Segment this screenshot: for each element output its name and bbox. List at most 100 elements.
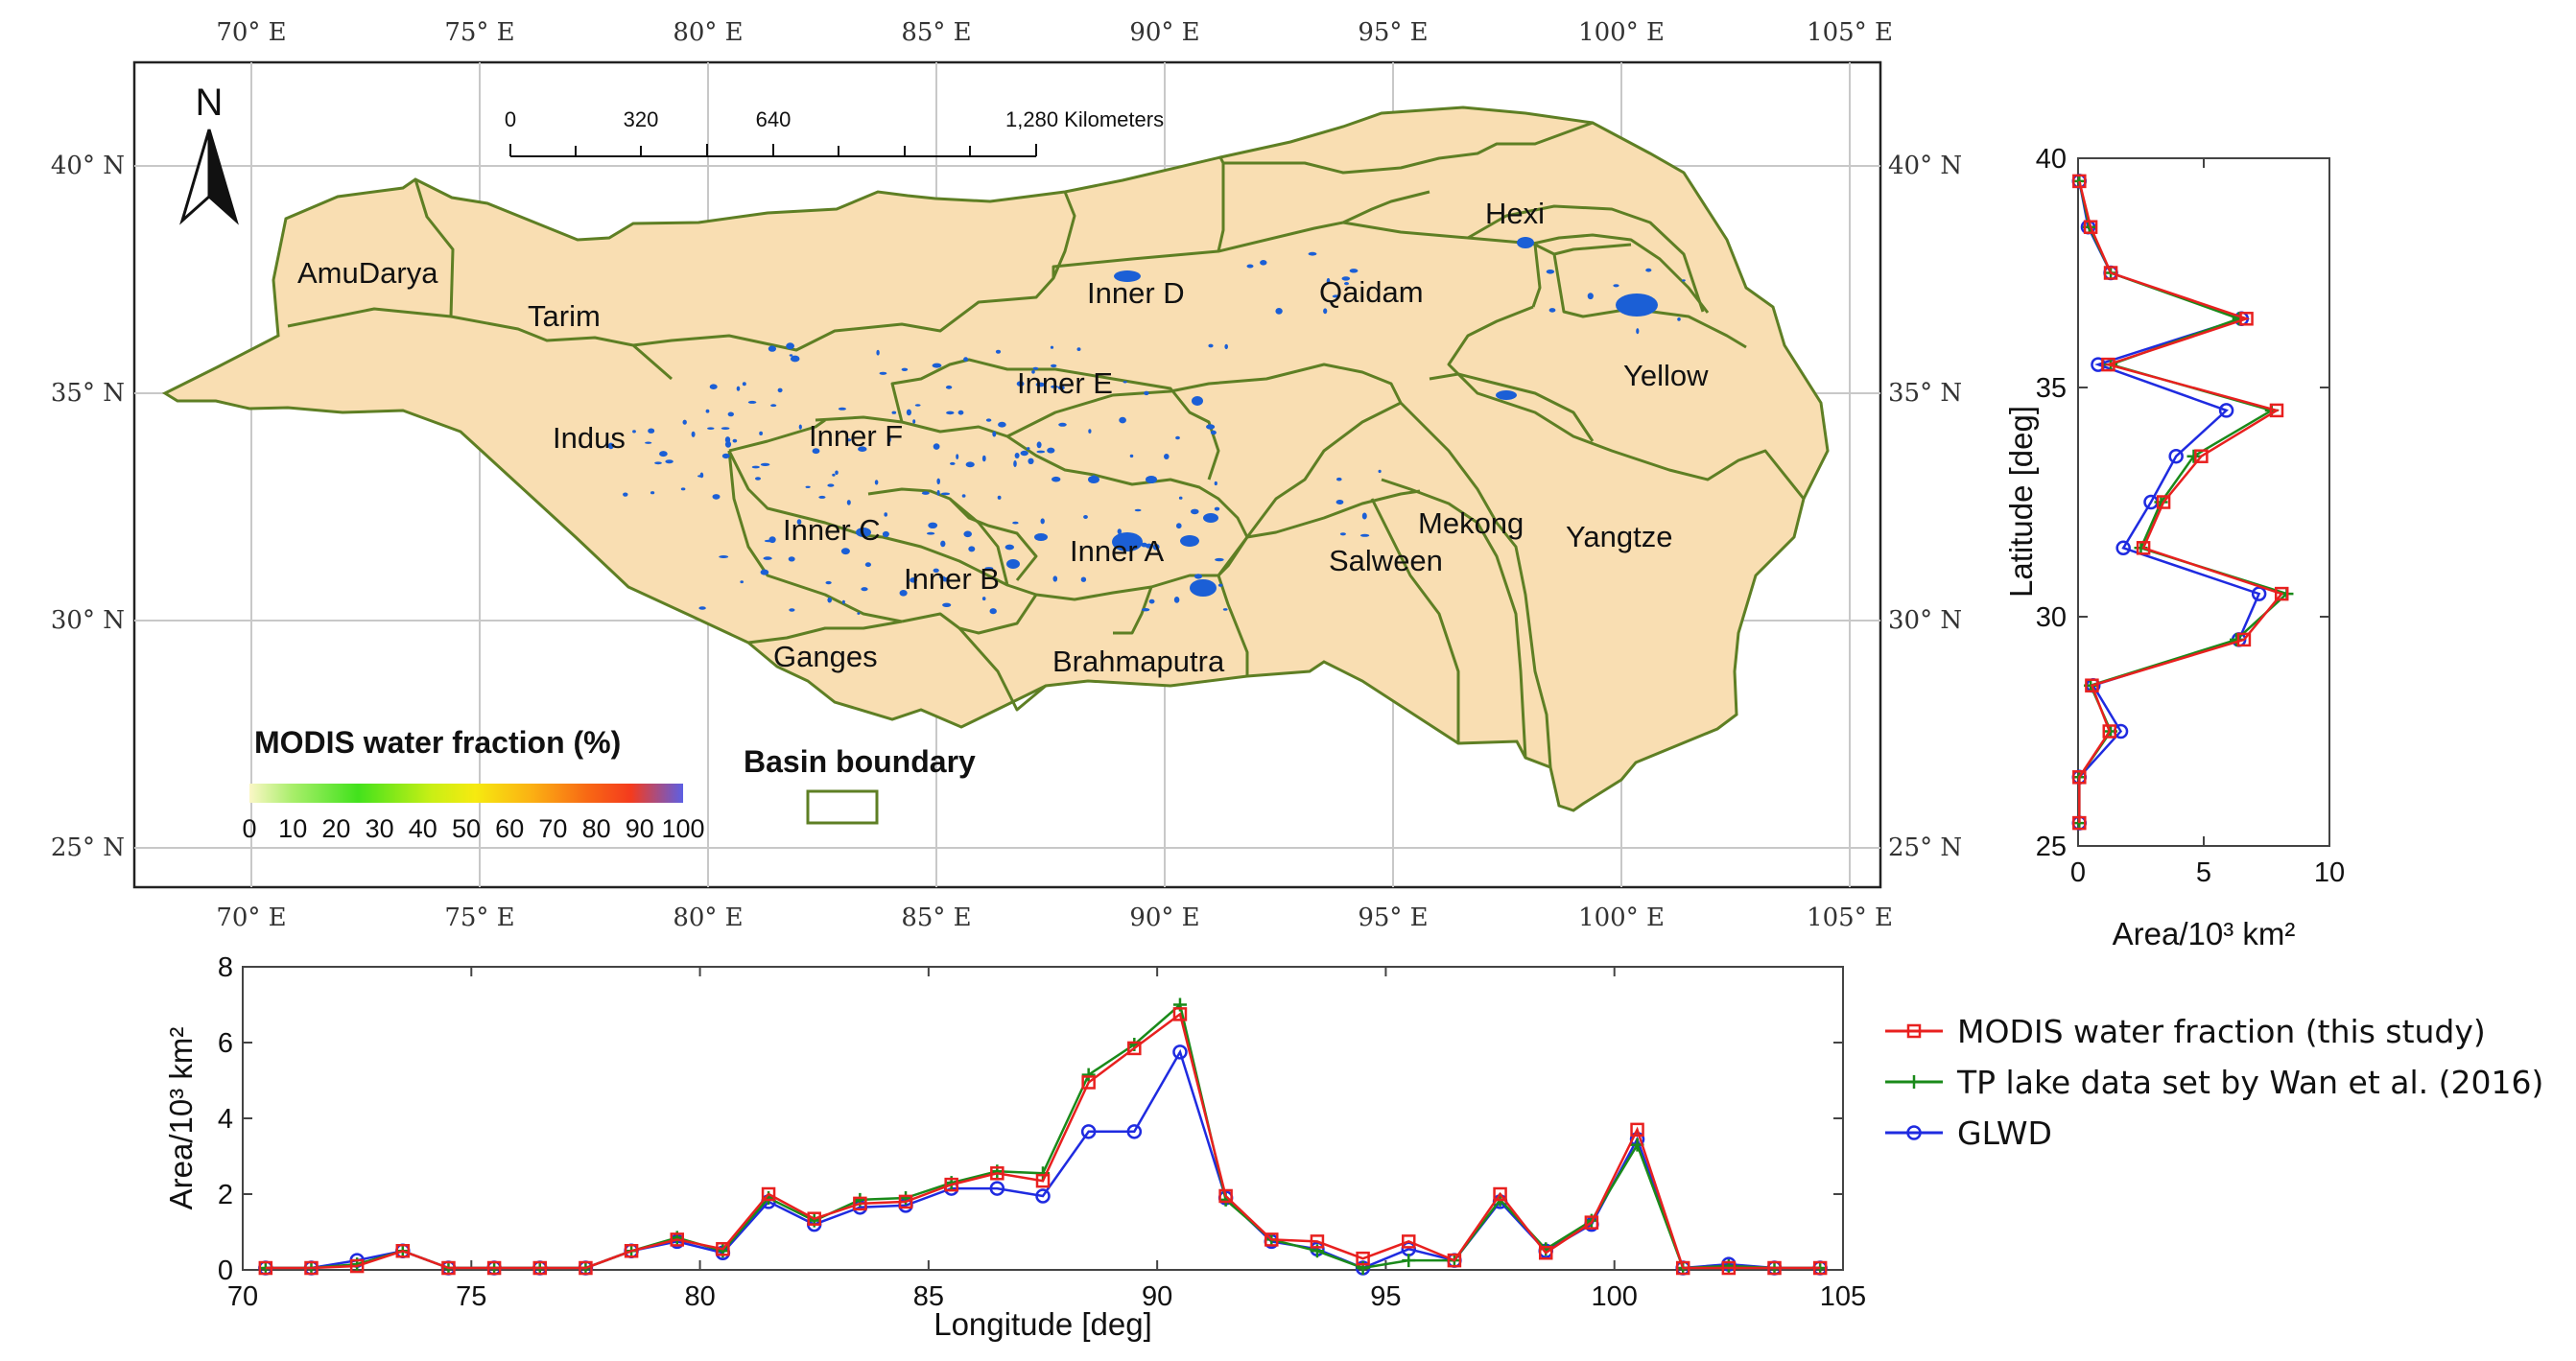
- lake: [864, 562, 872, 568]
- lake: [1004, 544, 1015, 551]
- data-point: [349, 1258, 365, 1274]
- top-lon-label: 105° E: [1807, 18, 1893, 47]
- data-point: [395, 1244, 411, 1258]
- data-point: [1127, 1041, 1142, 1056]
- left-lat-label: 40° N: [51, 152, 125, 180]
- map-panel: N 0 320 640 1,280 Kilometers: [51, 18, 1962, 932]
- legend-label: GLWD: [1957, 1115, 2052, 1152]
- lake: [887, 435, 891, 443]
- lake: [1246, 264, 1254, 269]
- lake: [933, 568, 939, 573]
- lake: [1192, 396, 1203, 406]
- lake: [632, 430, 636, 434]
- top-lon-label: 85° E: [901, 18, 971, 47]
- lake: [946, 411, 955, 415]
- lake: [789, 354, 793, 357]
- lake: [736, 386, 741, 391]
- region-label: Inner F: [809, 419, 903, 453]
- top-lon-label: 80° E: [673, 18, 743, 47]
- lake: [997, 495, 1002, 500]
- lake: [1144, 390, 1149, 396]
- lake: [1206, 424, 1216, 430]
- series-legend: MODIS water fraction (this study) TP lake…: [1885, 1013, 2543, 1152]
- data-point: [1630, 1122, 1644, 1138]
- data-point: [624, 1244, 639, 1258]
- lake: [840, 548, 850, 555]
- lake: [1682, 279, 1686, 282]
- lake: [654, 461, 662, 465]
- scale-tick-2: 640: [756, 107, 792, 131]
- data-point: [2239, 312, 2254, 326]
- lake: [891, 411, 897, 414]
- lake: [968, 546, 976, 552]
- lake: [910, 577, 918, 583]
- lat-chart-series: [2071, 174, 2294, 831]
- lake: [1587, 293, 1594, 300]
- x-tick-label: 70: [227, 1281, 258, 1312]
- lake: [1208, 343, 1214, 348]
- basin-boundaries: [287, 121, 1806, 768]
- data-point: [441, 1260, 456, 1276]
- lake: [1052, 476, 1061, 482]
- y-tick-label: 0: [218, 1255, 233, 1286]
- plateau-outline: [161, 106, 1830, 812]
- region-label: Indus: [553, 421, 626, 455]
- bottom-lon-label: 75° E: [444, 903, 514, 932]
- legend-label: MODIS water fraction (this study): [1957, 1013, 2486, 1050]
- lake: [932, 363, 942, 368]
- lake: [1141, 608, 1150, 612]
- plateau-basins: [161, 106, 1830, 812]
- data-point: [670, 1232, 684, 1247]
- lake: [1341, 276, 1351, 281]
- colorbar-ramp: [249, 784, 683, 803]
- lake: [1496, 390, 1517, 400]
- bottom-lon-label: 70° E: [216, 903, 286, 932]
- lake: [992, 431, 997, 437]
- y-tick-label: 40: [2036, 144, 2067, 175]
- lake: [789, 608, 795, 612]
- lake: [857, 612, 861, 615]
- lake: [1050, 345, 1054, 349]
- colorbar-tick-label: 70: [538, 814, 567, 843]
- lake: [721, 453, 730, 459]
- lake: [899, 590, 908, 597]
- lake: [963, 357, 969, 362]
- region-label: Inner C: [783, 513, 881, 547]
- lake: [1052, 575, 1058, 582]
- lake: [759, 431, 763, 435]
- region-label: Inner B: [904, 562, 1000, 596]
- lake: [768, 345, 777, 352]
- x-tick-label: 95: [1370, 1281, 1401, 1312]
- lake: [1006, 559, 1020, 569]
- longitude-profile-chart: 70 75 80 85 90 95 100 105 0 2 4 6 8 Area/10³ km² Lon…: [163, 952, 1866, 1342]
- lake: [884, 512, 887, 517]
- lake: [1378, 469, 1382, 474]
- lake: [939, 575, 945, 579]
- data-point: [2236, 632, 2252, 647]
- colorbar-tick-label: 30: [366, 814, 394, 843]
- legend-label: TP lake data set by Wan et al. (2016): [1956, 1064, 2543, 1101]
- lake: [926, 531, 935, 535]
- data-point: [2274, 586, 2289, 601]
- lake: [705, 409, 710, 413]
- series-square: [2072, 174, 2289, 831]
- lake: [1335, 500, 1344, 505]
- data-point: [1080, 1124, 1097, 1139]
- map-degree-labels: 70° E 75° E 80° E 85° E 90° E 95° E 100°…: [51, 18, 1962, 932]
- lon-chart-ylabel: Area/10³ km²: [163, 1027, 199, 1210]
- lake: [760, 569, 769, 575]
- y-tick-label: 8: [218, 952, 233, 983]
- data-point: [2218, 403, 2234, 418]
- lake: [1548, 308, 1556, 313]
- y-tick-label: 25: [2036, 832, 2067, 862]
- bottom-lon-label: 85° E: [901, 903, 971, 932]
- latitude-profile-chart: 0 5 10 25 30 35 40 Latitude [deg] Area/10³ km²: [2003, 144, 2345, 951]
- lake: [1057, 385, 1065, 390]
- data-point: [1172, 1007, 1188, 1021]
- lake: [936, 478, 940, 484]
- y-tick-label: 30: [2036, 602, 2067, 633]
- right-lat-label: 25° N: [1888, 833, 1962, 862]
- colorbar-tick-label: 20: [321, 814, 350, 843]
- lake: [1014, 453, 1020, 458]
- lake: [1088, 429, 1092, 434]
